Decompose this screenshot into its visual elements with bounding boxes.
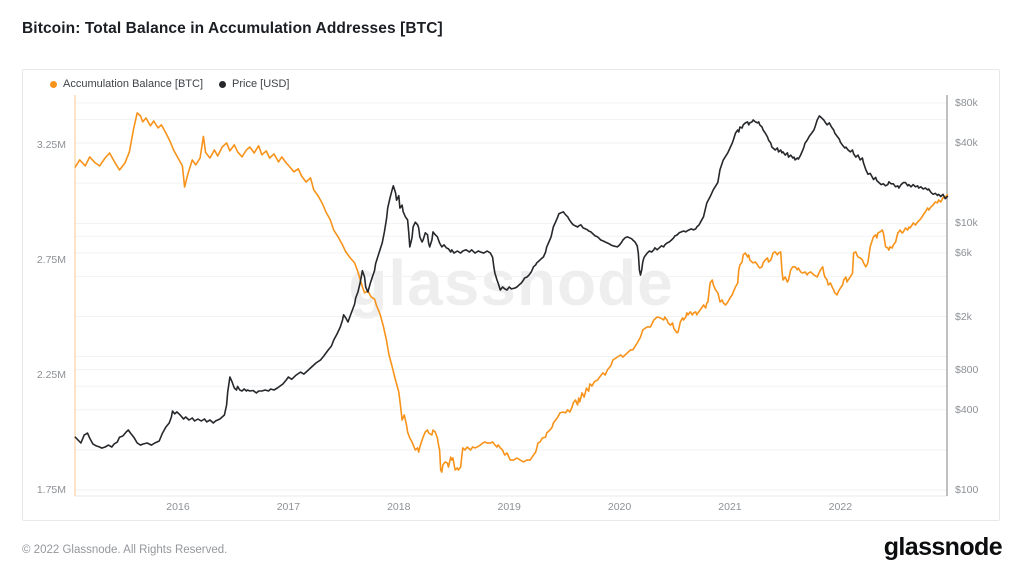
chart-legend: Accumulation Balance [BTC] Price [USD]	[50, 78, 289, 90]
legend-label: Price [USD]	[232, 78, 290, 90]
legend-item-price[interactable]: Price [USD]	[219, 78, 289, 90]
series-line-price	[74, 115, 949, 449]
legend-item-accumulation-balance[interactable]: Accumulation Balance [BTC]	[50, 78, 203, 90]
price-dot-icon	[219, 80, 227, 88]
glassnode-watermark: glassnode	[348, 247, 674, 319]
footer-copyright: © 2022 Glassnode. All Rights Reserved.	[22, 544, 228, 556]
page-title: Bitcoin: Total Balance in Accumulation A…	[22, 20, 443, 37]
accumulation-balance-dot-icon	[50, 80, 57, 88]
legend-label: Accumulation Balance [BTC]	[63, 78, 204, 90]
series-line-accumulation-balance	[74, 112, 949, 473]
glassnode-logo: glassnode	[883, 533, 1003, 561]
